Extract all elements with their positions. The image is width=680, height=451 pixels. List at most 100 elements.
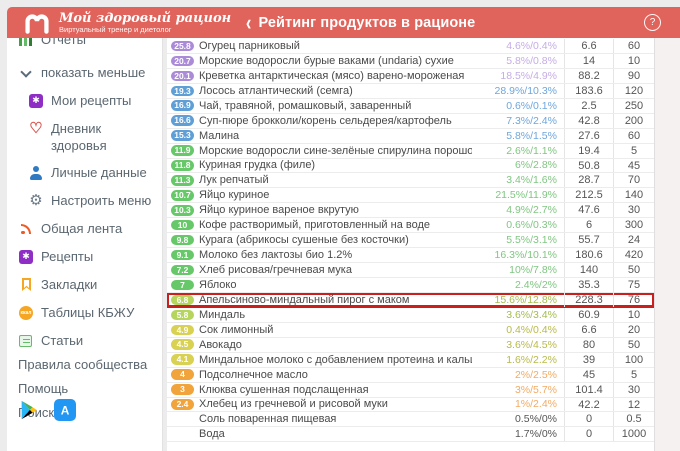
sidebar-item-feed[interactable]: Общая лента: [7, 220, 162, 238]
sidebar-item-show-less[interactable]: показать меньше: [7, 64, 162, 82]
product-name: Хлеб рисовая/гречневая мука: [199, 264, 352, 277]
product-name: Морские водоросли бурые ваками (undaria)…: [199, 54, 454, 67]
daily-percent: 21.5%/11.9%: [495, 189, 557, 202]
table-row[interactable]: 9.1 Молоко без лактозы био 1.2% 16.3%/10…: [167, 248, 654, 264]
table-row[interactable]: 19.3 Лосось атлантический (семга) 28.9%/…: [167, 83, 654, 99]
product-name: Клюква сушенная подслащенная: [199, 383, 369, 396]
rating-badge: 15.3: [171, 130, 194, 141]
daily-percent: 7.3%/2.4%: [506, 114, 557, 127]
daily-percent: 1.7%/0%: [514, 428, 557, 441]
table-row[interactable]: 16.9 Чай, травяной, ромашковый, заваренн…: [167, 98, 654, 114]
sidebar-item-recipes[interactable]: Рецепты: [7, 248, 162, 266]
help-icon[interactable]: ?: [644, 14, 661, 31]
daily-percent: 5.8%/0.8%: [506, 54, 557, 67]
table-row[interactable]: 10.7 Яйцо куриное 21.5%/11.9% 212.5 140: [167, 188, 654, 204]
product-name: Миндаль: [199, 308, 246, 321]
google-play-icon[interactable]: [18, 399, 40, 421]
table-row[interactable]: 25.8 Огурец парниковый 4.6%/0.4% 6.6 60: [167, 39, 654, 54]
kcal-value: 6: [564, 218, 613, 233]
sidebar-item-community-rules[interactable]: Правила сообщества: [18, 357, 148, 372]
scrollbar-track[interactable]: [655, 38, 680, 451]
product-name: Вода: [199, 428, 225, 441]
rating-badge: 3: [171, 384, 194, 395]
rating-badge: 6.8: [171, 294, 194, 306]
logo-title: Мой здоровый рацион: [59, 10, 232, 26]
health-diary-heart-icon: [28, 121, 44, 137]
rating-badge: 10.7: [171, 190, 194, 201]
app-logo[interactable]: Мой здоровый рацион Виртуальный тренер и…: [7, 11, 231, 35]
table-row[interactable]: 10 Кофе растворимый, приготовленный на в…: [167, 218, 654, 234]
product-name: Суп-пюре брокколи/корень сельдерея/карто…: [199, 114, 452, 127]
kcal-value: 55.7: [564, 233, 613, 248]
rating-badge: 19.3: [171, 85, 194, 97]
table-row[interactable]: 3 Клюква сушенная подслащенная 3%/5.7% 1…: [167, 382, 654, 398]
table-row[interactable]: 7 Яблоко 2.4%/2% 35.3 75: [167, 278, 654, 293]
sidebar-item-personal-data[interactable]: Личные данные: [7, 164, 162, 182]
table-row[interactable]: 4.9 Сок лимонный 0.4%/0.4% 6.6 20: [167, 322, 654, 338]
table-row[interactable]: 4.5 Авокадо 3.6%/4.5% 80 50: [167, 337, 654, 353]
rating-badge: 2.4: [171, 399, 194, 410]
table-row[interactable]: 9.8 Курага (абрикосы сушеные без косточк…: [167, 233, 654, 249]
portion-value: 90: [613, 68, 654, 83]
table-row[interactable]: 7.2 Хлеб рисовая/гречневая мука 10%/7.8%…: [167, 263, 654, 278]
table-row[interactable]: 11.9 Морские водоросли сине-зелёные спир…: [167, 143, 654, 159]
table-row[interactable]: 6.8 Апельсиново-миндальный пирог с маком…: [167, 292, 654, 308]
sidebar-item-menu-settings[interactable]: Настроить меню: [7, 192, 162, 210]
kcal-value: 101.4: [564, 382, 613, 397]
portion-value: 50: [613, 337, 654, 352]
rating-badge: 4.1: [171, 354, 194, 365]
sidebar-item-health-diary[interactable]: Дневник здоровья: [7, 120, 162, 154]
sidebar: Отчеты показать меньше Мои рецепты Дневн…: [7, 38, 163, 451]
table-row[interactable]: 2.4 Хлебец из гречневой и рисовой муки 1…: [167, 397, 654, 413]
table-row[interactable]: 11.3 Лук репчатый 3.4%/1.6% 28.7 70: [167, 173, 654, 189]
portion-value: 300: [613, 218, 654, 233]
product-name: Сок лимонный: [199, 323, 274, 336]
sidebar-item-kbju-tables[interactable]: Таблицы КБЖУ: [7, 304, 162, 322]
kcal-value: 28.7: [564, 173, 613, 188]
rss-feed-icon: [18, 221, 34, 237]
my-recipes-icon: [28, 93, 44, 109]
kcal-value: 140: [564, 263, 613, 277]
app-store-icon[interactable]: A: [54, 399, 76, 421]
rating-badge: 25.8: [171, 40, 194, 52]
rating-badge: 9.1: [171, 249, 194, 261]
product-name: Куриная грудка (филе): [199, 159, 316, 172]
kcal-value: 6.6: [564, 39, 613, 53]
product-name: Креветка антарктическая (мясо) варено-мо…: [199, 69, 465, 82]
daily-percent: 3.6%/4.5%: [506, 338, 557, 351]
rating-badge: 20.1: [171, 70, 194, 82]
sidebar-item-reports[interactable]: Отчеты: [7, 38, 162, 49]
rating-badge: 16.9: [171, 100, 194, 111]
table-row[interactable]: 10.3 Яйцо куриное вареное вкрутую 4.9%/2…: [167, 203, 654, 219]
portion-value: 45: [613, 158, 654, 173]
portion-value: 5: [613, 143, 654, 158]
table-row[interactable]: Вода 1.7%/0% 0 1000: [167, 427, 654, 443]
kcal-value: 0: [564, 427, 613, 442]
table-row[interactable]: 16.6 Суп-пюре брокколи/корень сельдерея/…: [167, 113, 654, 129]
table-row[interactable]: 20.1 Креветка антарктическая (мясо) варе…: [167, 68, 654, 84]
reports-chart-icon: [18, 38, 34, 48]
sidebar-item-articles[interactable]: Статьи: [7, 332, 162, 350]
table-row[interactable]: 5.8 Миндаль 3.6%/3.4% 60.9 10: [167, 307, 654, 323]
kcal-value: 14: [564, 53, 613, 68]
portion-value: 10: [613, 53, 654, 68]
sidebar-item-bookmarks[interactable]: Закладки: [7, 276, 162, 294]
portion-value: 0.5: [613, 412, 654, 427]
rating-badge: 10.3: [171, 205, 194, 216]
rating-badge: 4: [171, 369, 194, 380]
table-row[interactable]: 11.8 Куриная грудка (филе) 6%/2.8% 50.8 …: [167, 158, 654, 174]
table-row[interactable]: 20.7 Морские водоросли бурые ваками (und…: [167, 53, 654, 69]
portion-value: 12: [613, 397, 654, 412]
sidebar-item-help[interactable]: Помощь: [18, 381, 69, 396]
daily-percent: 4.9%/2.7%: [506, 204, 557, 217]
articles-icon: [18, 333, 34, 349]
table-row[interactable]: Соль поваренная пищевая 0.5%/0% 0 0.5: [167, 412, 654, 428]
table-row[interactable]: 4.1 Миндальное молоко с добавлением прот…: [167, 352, 654, 368]
sidebar-item-my-recipes[interactable]: Мои рецепты: [7, 92, 162, 110]
logo-subtitle: Виртуальный тренер и диетолог: [59, 24, 172, 34]
back-chevron-icon[interactable]: ‹: [246, 9, 252, 35]
table-row[interactable]: 15.3 Малина 5.8%/1.5% 27.6 60: [167, 128, 654, 144]
logo-heart-icon: [25, 14, 49, 34]
portion-value: 30: [613, 203, 654, 218]
table-row[interactable]: 4 Подсолнечное масло 2%/2.5% 45 5: [167, 367, 654, 383]
